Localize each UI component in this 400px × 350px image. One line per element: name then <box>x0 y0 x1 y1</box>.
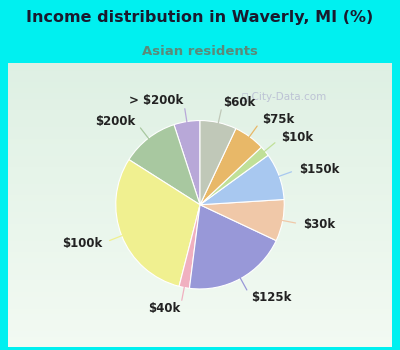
Bar <box>8 307 392 313</box>
Text: ⓘ City-Data.com: ⓘ City-Data.com <box>242 92 327 102</box>
Bar <box>8 301 392 307</box>
Bar <box>8 86 392 91</box>
Bar <box>8 216 392 222</box>
Bar <box>8 250 392 256</box>
Bar <box>8 97 392 103</box>
Wedge shape <box>190 205 276 289</box>
Text: $60k: $60k <box>223 96 255 108</box>
Bar <box>8 148 392 154</box>
Bar <box>8 114 392 120</box>
Bar <box>8 199 392 205</box>
Text: $30k: $30k <box>304 218 336 231</box>
Bar <box>8 295 392 301</box>
Wedge shape <box>200 128 261 205</box>
Bar <box>8 210 392 216</box>
Bar <box>8 267 392 273</box>
Bar <box>8 290 392 295</box>
Bar <box>8 69 392 74</box>
Bar <box>8 284 392 290</box>
Bar <box>8 80 392 86</box>
Bar <box>8 279 392 284</box>
Bar <box>8 228 392 233</box>
Text: Income distribution in Waverly, MI (%): Income distribution in Waverly, MI (%) <box>26 10 374 25</box>
Bar <box>8 171 392 176</box>
Bar <box>8 329 392 335</box>
Text: $200k: $200k <box>95 115 136 128</box>
Text: $75k: $75k <box>262 113 294 126</box>
Bar <box>8 125 392 131</box>
Bar <box>8 313 392 318</box>
Bar <box>8 256 392 261</box>
Bar <box>8 341 392 346</box>
Bar <box>8 108 392 114</box>
Bar <box>8 137 392 142</box>
Bar <box>8 159 392 165</box>
Bar <box>8 154 392 159</box>
Text: $40k: $40k <box>148 302 180 315</box>
Bar <box>8 188 392 194</box>
Bar <box>8 239 392 244</box>
Wedge shape <box>174 120 200 205</box>
Wedge shape <box>179 205 200 288</box>
Bar <box>8 233 392 239</box>
Bar <box>8 318 392 324</box>
Bar <box>8 131 392 137</box>
Bar <box>8 194 392 199</box>
Bar <box>8 244 392 250</box>
Bar <box>8 176 392 182</box>
Text: $125k: $125k <box>251 290 291 303</box>
Bar <box>8 261 392 267</box>
Bar <box>8 74 392 80</box>
Bar <box>8 63 392 69</box>
Wedge shape <box>200 155 284 205</box>
Bar <box>8 103 392 108</box>
Bar <box>8 165 392 171</box>
Wedge shape <box>116 160 200 286</box>
Text: $150k: $150k <box>299 163 340 176</box>
Bar <box>8 142 392 148</box>
Bar <box>8 91 392 97</box>
Bar <box>8 205 392 210</box>
Wedge shape <box>200 147 268 205</box>
Wedge shape <box>200 120 236 205</box>
Bar <box>8 222 392 228</box>
Wedge shape <box>200 199 284 240</box>
Bar <box>8 273 392 279</box>
Bar <box>8 182 392 188</box>
Text: Asian residents: Asian residents <box>142 45 258 58</box>
Wedge shape <box>129 125 200 205</box>
Text: > $200k: > $200k <box>129 94 184 107</box>
Text: $100k: $100k <box>62 237 102 250</box>
Text: $10k: $10k <box>281 131 313 144</box>
Bar <box>8 120 392 125</box>
Bar <box>8 335 392 341</box>
Bar <box>8 324 392 329</box>
